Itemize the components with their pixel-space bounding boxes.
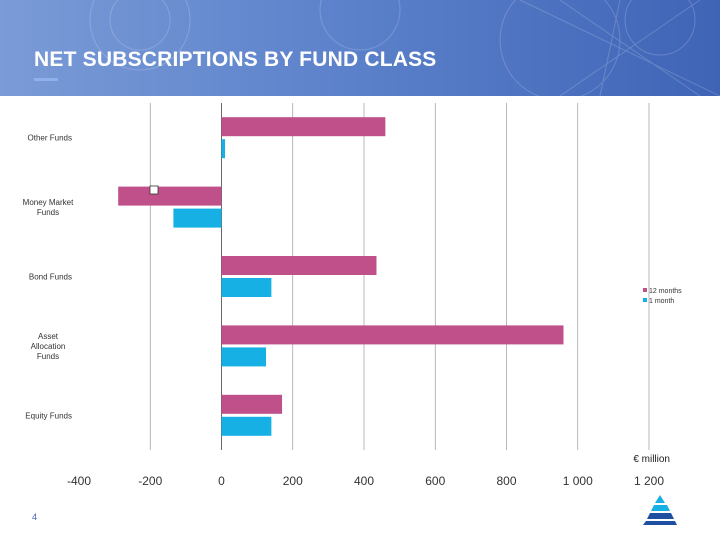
bar-1-month <box>221 278 272 297</box>
x-tick-label: 1 000 <box>563 474 593 488</box>
bar-1-month <box>221 347 267 367</box>
chart-legend: 12 months 1 month <box>643 288 682 305</box>
title-underline <box>34 78 58 81</box>
category-label: Equity Funds <box>25 411 72 420</box>
legend-label: 1 month <box>649 298 674 305</box>
marker-square <box>149 185 159 195</box>
x-tick-label: 400 <box>354 474 374 488</box>
chart-gridlines <box>149 103 650 450</box>
category-label: Bond Funds <box>29 273 72 282</box>
category-labels: Other Funds Money Market Funds Bond Funds As… <box>23 134 74 421</box>
x-axis-unit-label: € million <box>633 454 670 465</box>
x-tick-label: 1 200 <box>634 474 664 488</box>
category-label: Money Market Funds <box>23 198 74 217</box>
bar-1-month <box>173 208 222 228</box>
x-tick-label: -200 <box>138 474 162 488</box>
page-title: NET SUBSCRIPTIONS BY FUND CLASS <box>34 48 437 71</box>
chart-bars <box>118 117 564 436</box>
legend-swatch <box>643 298 647 302</box>
bar-12-months <box>221 256 377 275</box>
bar-1-month <box>221 416 272 436</box>
x-tick-label: 600 <box>425 474 445 488</box>
bar-1-month <box>221 139 226 159</box>
x-axis-tick-labels: -400 -200 0 200 400 600 800 1 000 1 200 <box>67 474 664 488</box>
header-banner <box>0 0 720 96</box>
bar-12-months <box>118 186 222 206</box>
company-logo-icon <box>643 495 677 525</box>
legend-swatch <box>643 288 647 292</box>
bar-12-months <box>221 117 386 137</box>
bar-12-months <box>221 394 283 414</box>
legend-label: 12 months <box>649 288 682 295</box>
category-label: Other Funds <box>28 134 72 143</box>
header-pattern <box>89 0 720 96</box>
x-tick-label: 0 <box>218 474 225 488</box>
page-number: 4 <box>32 512 38 522</box>
x-tick-label: 200 <box>283 474 303 488</box>
x-tick-label: -400 <box>67 474 91 488</box>
category-label: Asset Allocation Funds <box>31 332 66 361</box>
x-tick-label: 800 <box>496 474 516 488</box>
bar-12-months <box>221 325 564 345</box>
